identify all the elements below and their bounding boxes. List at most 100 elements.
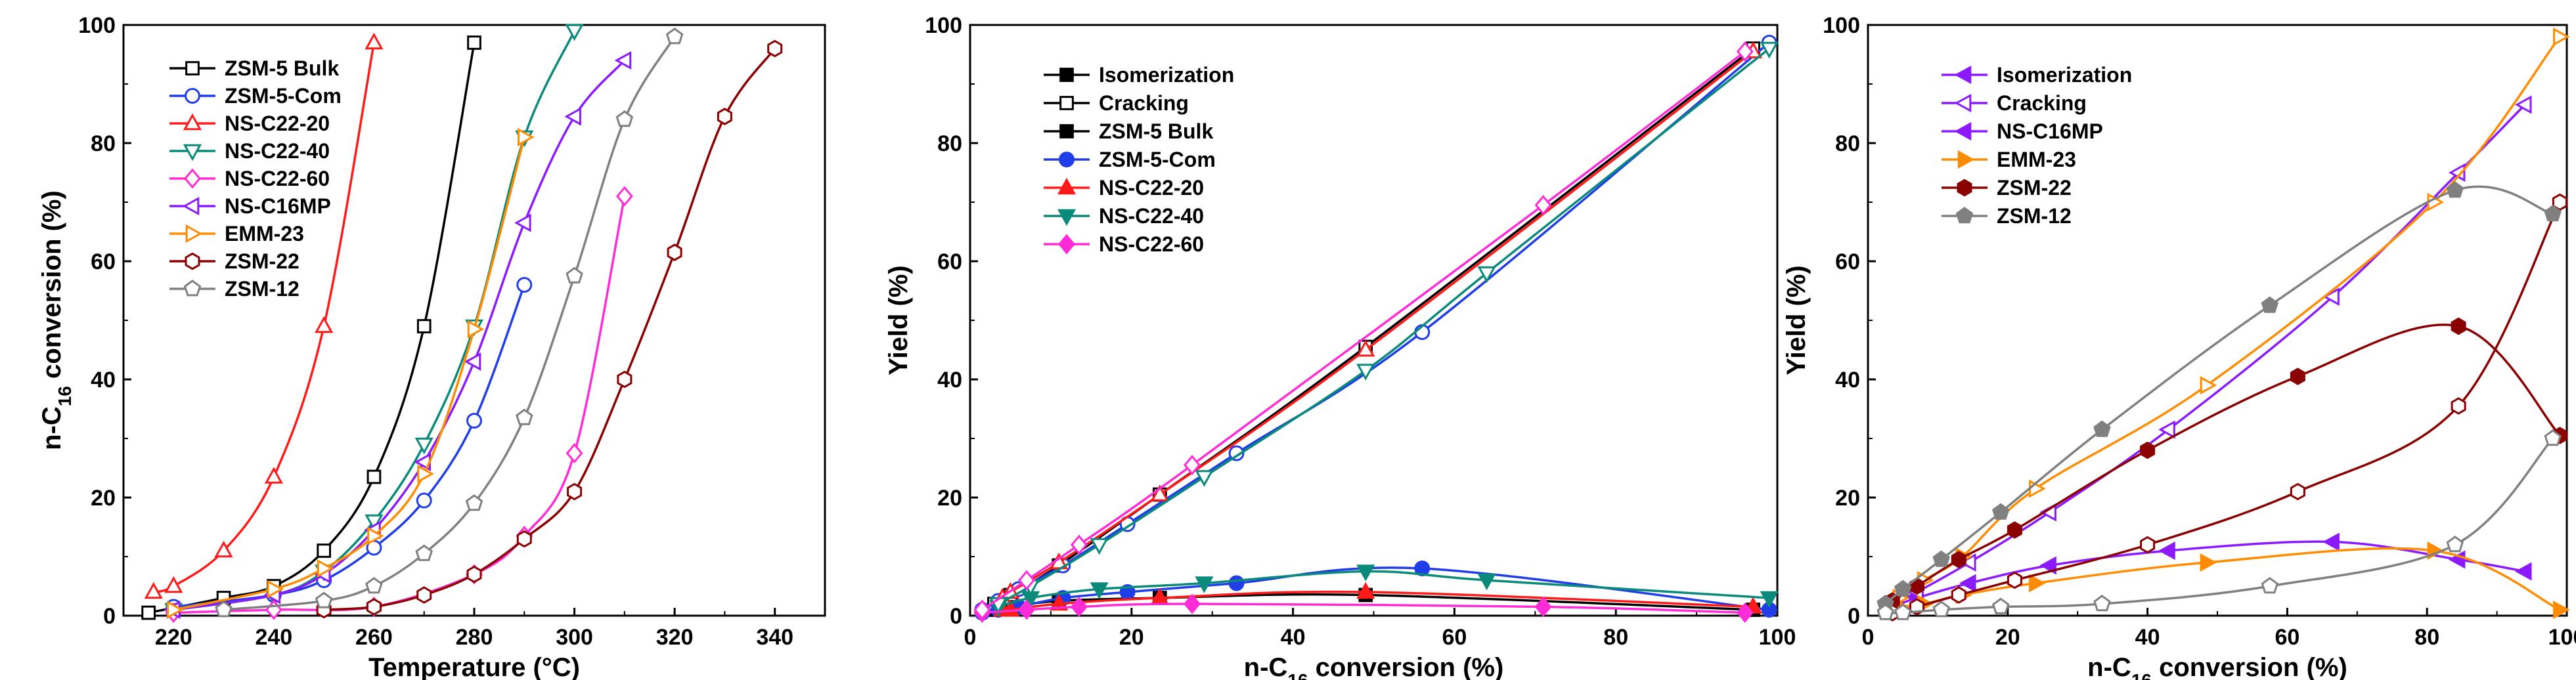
- legend-label: NS-C22-20: [1099, 176, 1204, 200]
- x-tick-label: 60: [1442, 625, 1467, 650]
- data-point: [2553, 600, 2570, 620]
- data-point: [1090, 538, 1109, 555]
- y-axis-label-subscript: 16: [55, 386, 75, 406]
- x-axis-label-suffix: conversion (%): [1308, 653, 1503, 680]
- legend-marker: [182, 196, 200, 216]
- y-tick-label: 60: [1835, 249, 1860, 274]
- legend-marker: [185, 88, 200, 104]
- y-tick-label: 40: [937, 368, 962, 393]
- legend-label: NS-C22-60: [1099, 232, 1204, 256]
- data-point: [1477, 573, 1496, 591]
- y-tick-label: 80: [91, 131, 116, 156]
- x-tick-label: 60: [2275, 625, 2299, 650]
- data-point: [2514, 562, 2532, 581]
- data-point: [1534, 596, 1552, 618]
- legend-marker: [1059, 68, 1074, 82]
- panel-yield-other-catalysts: 0 20 40 60 80 100 0 20 40 60 80 100 n-C16 conversion…: [1782, 13, 2576, 680]
- y-tick-label: 60: [91, 249, 116, 274]
- legend-label: ZSM-22: [225, 249, 300, 273]
- series-ns-c16mp: [164, 51, 632, 620]
- legend-item: NS-C22-40: [1044, 204, 1204, 228]
- data-point: [1991, 597, 2010, 614]
- series-line-ns-c22-40-isomerization: [998, 570, 1769, 608]
- data-point: [514, 213, 531, 232]
- data-point: [1356, 564, 1375, 582]
- legend-label: Isomerization: [1099, 63, 1234, 87]
- data-point: [667, 244, 682, 261]
- data-point: [2261, 577, 2279, 594]
- data-point: [2322, 532, 2340, 551]
- x-tick-label: 300: [556, 625, 593, 650]
- data-point: [1018, 599, 1035, 620]
- series-ns-c22-40-cracking: [988, 41, 1779, 614]
- data-point: [214, 540, 233, 558]
- legend-item: ZSM-22: [169, 249, 300, 273]
- data-point: [1228, 575, 1245, 591]
- data-point: [1018, 570, 1035, 591]
- data-point: [416, 319, 432, 333]
- data-point: [144, 582, 163, 599]
- plot-frame: [969, 24, 1779, 617]
- data-point: [415, 544, 433, 561]
- data-point: [416, 586, 432, 604]
- legend-item: Cracking: [1942, 91, 2087, 115]
- data-point: [2140, 536, 2156, 554]
- data-point: [465, 494, 483, 511]
- series-line-ns-c16mp: [173, 59, 626, 611]
- series-zsm-12-cracking: [1876, 429, 2562, 620]
- y-tick-label: 20: [91, 486, 116, 511]
- legend-item: ZSM-12: [169, 277, 300, 301]
- data-point: [366, 469, 382, 484]
- data-point: [467, 320, 485, 339]
- legend-label: NS-C22-40: [1099, 204, 1204, 228]
- x-tick-label: 20: [1119, 625, 1144, 650]
- legend-marker: [183, 280, 202, 297]
- y-tick-label: 20: [1835, 486, 1860, 511]
- data-point: [2200, 375, 2217, 395]
- data-point: [2515, 95, 2532, 114]
- legend-item: ZSM-5 Bulk: [1044, 119, 1213, 143]
- legend-marker: [185, 252, 200, 270]
- data-point: [1991, 503, 2010, 520]
- data-point: [417, 464, 434, 484]
- legend-marker: [1954, 121, 1972, 141]
- legend-item: NS-C22-20: [1044, 176, 1204, 200]
- data-point: [615, 186, 633, 207]
- legend-label: ZSM-5 Bulk: [225, 56, 339, 80]
- legend-label: NS-C16MP: [225, 194, 331, 218]
- data-point: [365, 32, 384, 50]
- data-point: [1534, 194, 1552, 216]
- data-point: [2552, 193, 2567, 211]
- data-point: [2451, 317, 2466, 335]
- legend-label: EMM-23: [1997, 148, 2076, 171]
- data-point: [1959, 574, 1976, 593]
- data-point: [614, 51, 632, 70]
- legend-label: EMM-23: [225, 222, 304, 245]
- legend-label: Cracking: [1099, 91, 1189, 115]
- series-line-zsm-5-bulk: [148, 42, 476, 614]
- data-point: [466, 565, 482, 584]
- legend-item: NS-C22-40: [169, 139, 330, 163]
- legend-item: ZSM-12: [1942, 204, 2072, 228]
- series-line-ns-c22-60-isomerization: [982, 603, 1745, 614]
- legend-label: ZSM-12: [225, 277, 300, 301]
- legend-item: NS-C16MP: [169, 194, 331, 218]
- data-point: [1356, 582, 1375, 599]
- legend-marker: [1058, 234, 1075, 255]
- data-point: [1195, 576, 1214, 593]
- data-point: [2290, 368, 2305, 385]
- legend-item: Isomerization: [1942, 63, 2132, 87]
- legend-label: Isomerization: [1997, 63, 2132, 87]
- x-tick-label: 220: [155, 625, 192, 650]
- data-point: [1760, 41, 1779, 59]
- x-axis-label-subscript: 16: [1287, 670, 1308, 680]
- series-ns-c22-60-isomerization: [973, 593, 1754, 624]
- legend-marker: [1954, 65, 1972, 85]
- data-point: [1150, 484, 1169, 501]
- series-emm-23: [167, 127, 535, 620]
- data-point: [717, 108, 732, 125]
- data-point: [1876, 603, 1894, 620]
- legend-label: ZSM-5-Com: [1099, 148, 1216, 171]
- data-point: [167, 600, 184, 620]
- data-point: [516, 530, 532, 548]
